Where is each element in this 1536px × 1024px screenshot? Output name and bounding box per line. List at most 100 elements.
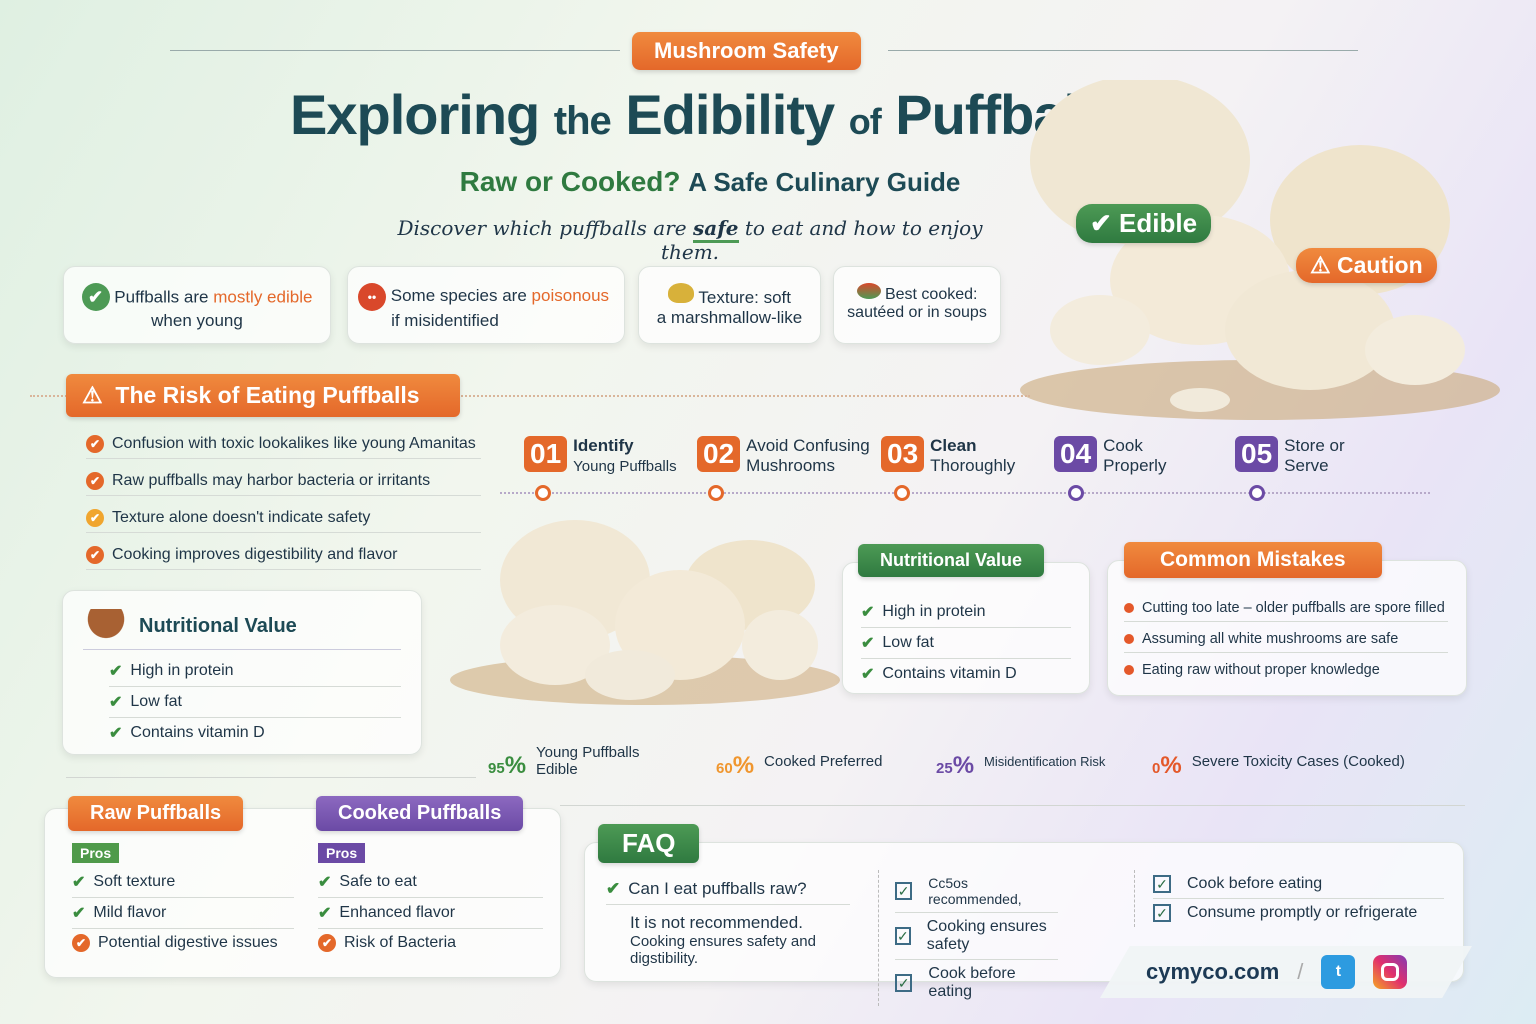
item-text: Assuming all white mushrooms are safe [1142,631,1399,647]
list-item: ✔ Low fat [109,687,401,718]
steps-timeline [500,492,1430,494]
list-item: ✓ Cook before eating [1153,870,1444,899]
item-text: Contains vitamin D [882,665,1017,682]
item-text: Risk of Bacteria [344,934,457,951]
item-text: Texture alone doesn't indicate safety [112,509,371,526]
mistakes-card: Cutting too late – older puffballs are s… [1107,560,1467,696]
fact-text: Texture: soft [698,288,792,307]
step-number: 03 [881,436,925,472]
faq-answer: It is not recommended. [630,913,803,932]
check-icon: ✔ [861,666,875,683]
step-subtitle: Serve [1284,456,1329,475]
mistakes-heading: Common Mistakes [1124,542,1382,578]
mushroom-icon [83,609,129,643]
raw-vs-cooked-card [44,808,561,978]
warning-mushroom-icon: •• [358,283,386,311]
list-item: ✔ High in protein [109,656,401,687]
check-icon: ✔ [72,934,90,952]
edible-badge: ✔ Edible [1076,204,1212,243]
list-item: ✔ Texture alone doesn't indicate safety [86,504,481,533]
step-5: 05 Store or Serve [1235,436,1345,476]
item-text: Eating raw without proper knowledge [1142,662,1380,678]
timeline-node [1249,485,1265,501]
step-title: Cook [1103,436,1143,455]
list-item: ✔ Risk of Bacteria [318,929,543,957]
check-icon: ✔ [86,435,104,453]
faq-answer-detail: Cooking ensures safety and digstibility. [630,933,816,967]
fact-text: Best cooked: [884,286,978,303]
stat-edible: 95% Young Puffballs Edible [488,740,656,782]
stat-label: Young Puffballs Edible [536,744,640,778]
checkbox-icon: ✓ [1153,904,1171,922]
list-item: ✔ Confusion with toxic lookalikes like yo… [86,430,481,459]
title-word: Edibility [625,83,835,146]
separator: / [1297,959,1304,984]
check-icon: ✔ [318,934,336,952]
stat-label: Misidentification Risk [984,753,1106,769]
check-icon: ✔ [861,635,875,652]
list-item: ✔ Contains vitamin D [861,659,1071,689]
fact-card: ✔ Puffballs are mostly edible when young [63,266,331,344]
check-icon: ✔ [86,509,104,527]
stat-unit: % [952,752,975,779]
faq-col-2: ✓ Cc5os recommended, ✓ Cooking ensures saf… [878,870,1058,1006]
check-icon: ✔ [606,879,621,898]
stat-value: 25 [936,760,953,777]
fact-highlight: mostly edible [213,287,313,307]
list-item: Eating raw without proper knowledge [1124,657,1448,683]
list-item: ✔ Raw puffballs may harbor bacteria or ir… [86,467,481,496]
nutrition-card-right: ✔ High in protein ✔ Low fat ✔ Contains vita… [842,562,1090,694]
item-text: Cook before eating [928,965,1016,1000]
step-number: 04 [1054,436,1098,472]
item-text: Cutting too late – older puffballs are s… [1142,600,1445,616]
stat-unit: % [504,752,527,779]
list-item: Assuming all white mushrooms are safe [1124,626,1448,653]
list-item: ✔ Safe to eat [318,867,543,898]
step-title: Identify [573,436,634,455]
fact-card: Best cooked: sautéed or in soups [833,266,1001,344]
header-rule-left [170,50,620,51]
sponge-icon [667,283,694,303]
pros-label: Pros [318,843,366,863]
fact-card: •• Some species are poisonous if misiden… [347,266,625,344]
instagram-icon[interactable] [1373,955,1408,989]
fact-text: Some species are [390,286,527,305]
divider [66,777,476,778]
list-item: ✔ High in protein [861,597,1071,628]
item-text: Safe to eat [339,873,417,890]
item-text: Potential digestive issues [98,934,278,951]
stat-unit: % [732,752,755,779]
website-link[interactable]: cymyco.com [1146,959,1280,984]
step-number: 02 [697,436,741,472]
header-rule-right [888,50,1358,51]
item-text: Mild flavor [93,904,167,921]
title-word: of [848,101,882,142]
tagline-a: Discover which puffballs are [397,216,687,240]
checkbox-icon: ✓ [1153,875,1171,893]
step-title: Clean [930,436,977,455]
stat-value: 95 [488,760,505,777]
raw-heading: Raw Puffballs [68,796,244,831]
step-subtitle: Young Puffballs [573,458,677,475]
item-text: Low fat [882,634,934,651]
check-icon: ✔ [86,472,104,490]
list-item: ✔ Contains vitamin D [109,718,401,748]
list-item: ✔ Cooking improves digestibility and flav… [86,541,481,570]
edible-label: Edible [1119,208,1198,238]
title-word: the [553,99,612,143]
stat-misid: 25% Misidentification Risk [936,740,1105,782]
bullet-icon [1124,634,1134,644]
checkbox-icon: ✓ [895,927,911,945]
question-text: Can I eat puffballs raw? [628,879,807,898]
fact-text: a marshmallow-like [656,308,803,327]
stat-value: 60 [716,760,733,777]
title-word: Exploring [290,83,540,146]
stat-cooked: 60% Cooked Preferred [716,740,882,782]
fact-highlight: poisonous [531,286,610,305]
faq-col-3: ✓ Cook before eating ✓ Consume promptly or… [1134,870,1444,927]
check-icon: ✔ [72,905,86,922]
list-item: ✔ Enhanced flavor [318,898,543,929]
twitter-icon[interactable]: t [1321,955,1356,989]
warning-icon: ⚠ [82,382,103,408]
step-subtitle: Thoroughly [930,456,1016,475]
